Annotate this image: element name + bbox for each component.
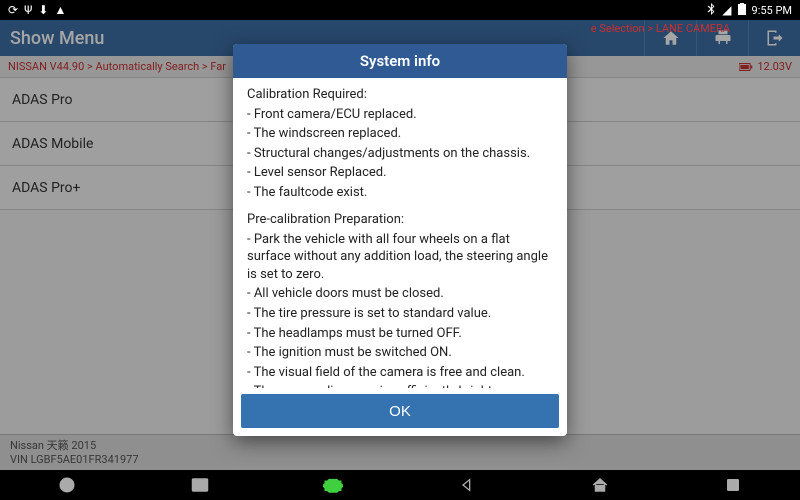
section-heading: Calibration Required:: [247, 86, 553, 104]
info-line: - Park the vehicle with all four wheels …: [247, 231, 553, 284]
nav-recent-button[interactable]: [713, 470, 753, 500]
nav-gallery-button[interactable]: [180, 470, 220, 500]
nav-back-button[interactable]: [447, 470, 487, 500]
info-line: - The ignition must be switched ON.: [247, 344, 553, 362]
android-nav-bar: [0, 470, 800, 500]
breadcrumb-right: e Selection > LANE CAMERA: [591, 22, 730, 35]
battery-icon: [738, 3, 746, 17]
android-status-bar: ⟳ Ψ ⬇ ▲ ◢ 9:55 PM: [0, 0, 800, 20]
info-line: - The visual field of the camera is free…: [247, 364, 553, 382]
status-time: 9:55 PM: [752, 4, 792, 17]
sync-icon: ⟳: [8, 4, 18, 16]
section-heading: Pre-calibration Preparation:: [247, 211, 553, 229]
bluetooth-icon: [706, 3, 716, 17]
info-line: - The faultcode exist.: [247, 184, 553, 202]
info-line: - All vehicle doors must be closed.: [247, 285, 553, 303]
ok-button[interactable]: OK: [241, 394, 559, 428]
dialog-body[interactable]: Calibration Required: - Front camera/ECU…: [233, 78, 567, 388]
info-line: - The tire pressure is set to standard v…: [247, 305, 553, 323]
system-info-dialog: System info Calibration Required: - Fron…: [233, 44, 567, 436]
info-line: - The headlamps must be turned OFF.: [247, 325, 553, 343]
info-line: - Front camera/ECU replaced.: [247, 106, 553, 124]
info-line: - The windscreen replaced.: [247, 125, 553, 143]
info-line: - Level sensor Replaced.: [247, 164, 553, 182]
nav-browser-button[interactable]: [47, 470, 87, 500]
dialog-title: System info: [233, 44, 567, 78]
signal-icon: ◢: [722, 4, 731, 16]
nav-home-button[interactable]: [580, 470, 620, 500]
psi-icon: Ψ: [24, 4, 32, 16]
warning-icon: ▲: [54, 4, 66, 16]
info-line: - Structural changes/adjustments on the …: [247, 145, 553, 163]
nav-diagnostic-button[interactable]: [313, 470, 353, 500]
modal-overlay: e Selection > LANE CAMERA System info Ca…: [0, 20, 800, 470]
download-icon: ⬇: [38, 4, 48, 16]
